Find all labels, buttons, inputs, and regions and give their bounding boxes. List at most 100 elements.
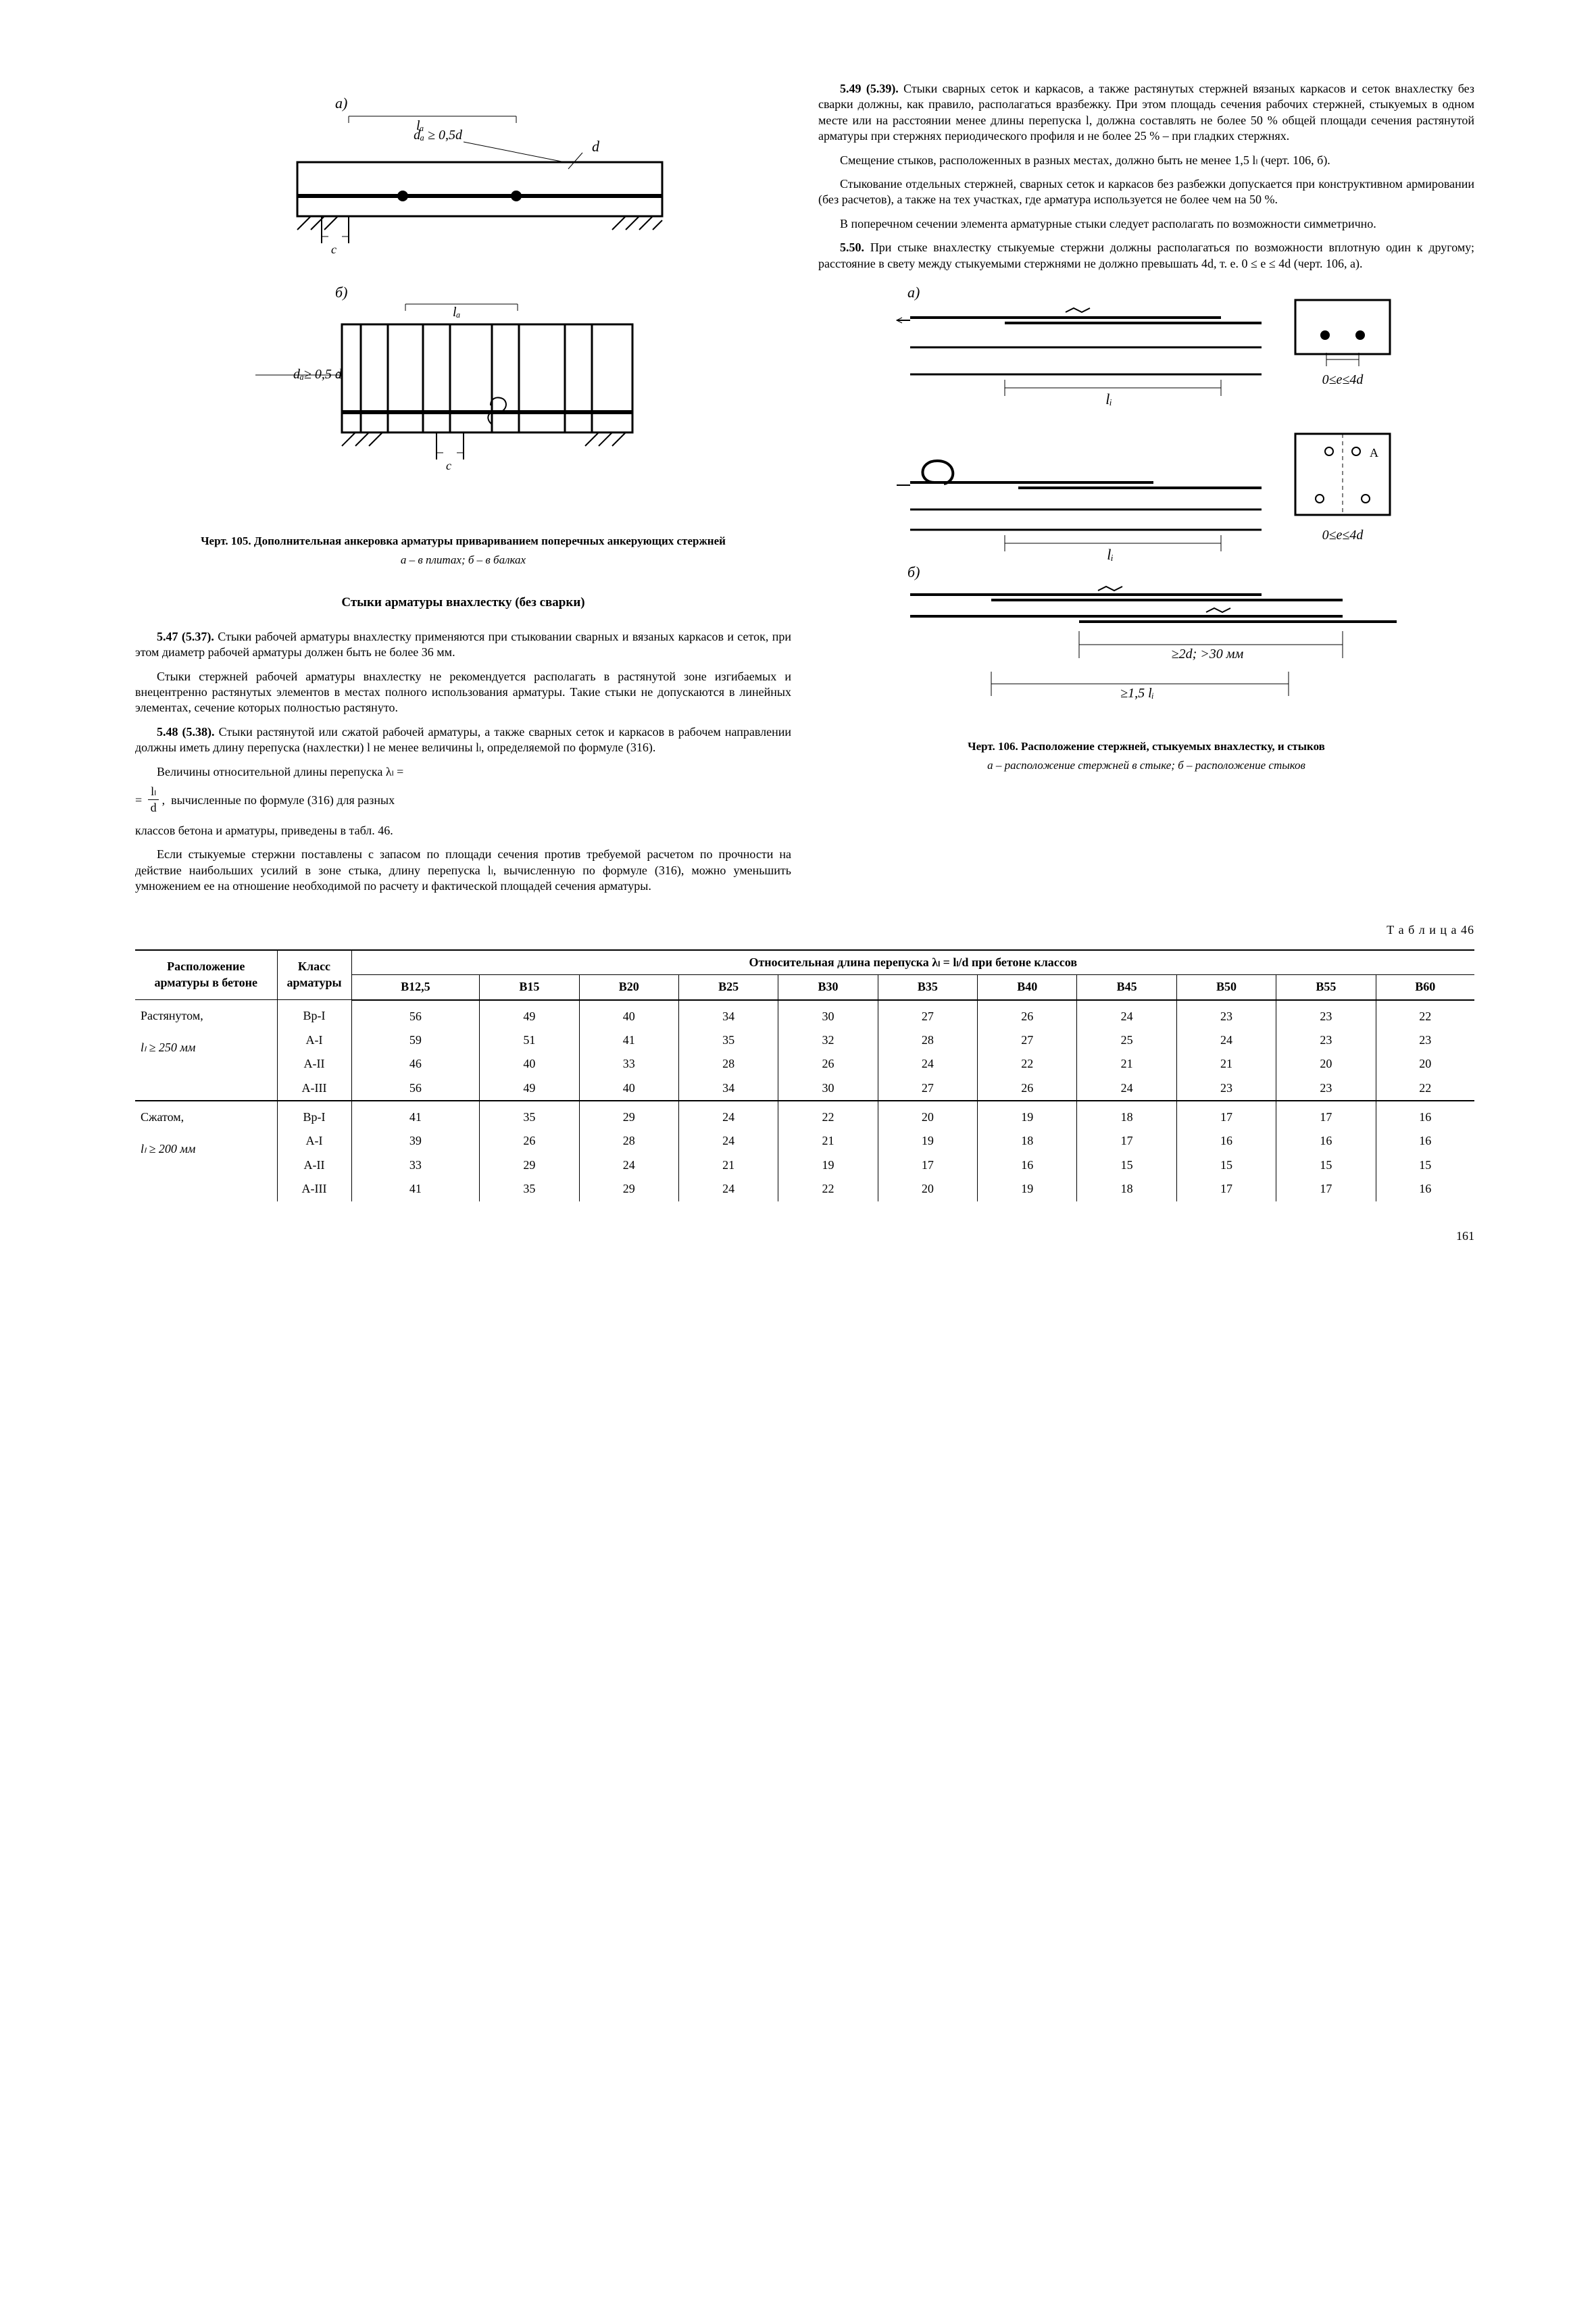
cell-value: 18: [1077, 1177, 1176, 1201]
cell-value: 23: [1176, 1000, 1276, 1028]
cell-value: 24: [878, 1052, 977, 1076]
page-number: 161: [135, 1228, 1474, 1244]
cell-value: 49: [480, 1000, 579, 1028]
cell-value: 25: [1077, 1028, 1176, 1052]
cell-value: 32: [778, 1028, 878, 1052]
cell-value: 20: [1276, 1052, 1376, 1076]
cell-value: 16: [1376, 1101, 1474, 1129]
cell-value: 22: [778, 1177, 878, 1201]
cell-value: 26: [978, 1000, 1077, 1028]
cell-armature-class: A-I: [277, 1129, 351, 1153]
cell-value: 16: [1376, 1177, 1474, 1201]
th-class-B25: B25: [678, 975, 778, 1000]
cell-value: 56: [351, 1000, 480, 1028]
th-class-B45: B45: [1077, 975, 1176, 1000]
svg-text:lₐ: lₐ: [453, 305, 461, 320]
cell-value: 33: [351, 1153, 480, 1177]
cell-armature-class: A-III: [277, 1177, 351, 1201]
table-46-label: Т а б л и ц а 46: [135, 922, 1474, 938]
para-5-48c: классов бетона и арматуры, приведены в т…: [135, 823, 791, 839]
cell-value: 19: [978, 1101, 1077, 1129]
para-5-49c: Стыкование отдельных стержней, сварных с…: [818, 176, 1474, 208]
cell-value: 28: [878, 1028, 977, 1052]
svg-text:≥1,5 lᵢ: ≥1,5 lᵢ: [1120, 686, 1154, 701]
svg-text:c: c: [331, 243, 336, 256]
cell-value: 16: [1176, 1129, 1276, 1153]
cell-value: 41: [579, 1028, 678, 1052]
table-46: Расположение арматуры в бетоне Класс арм…: [135, 949, 1474, 1201]
th-class-B15: B15: [480, 975, 579, 1000]
cell-value: 35: [480, 1177, 579, 1201]
cell-value: 41: [351, 1177, 480, 1201]
cell-value: 30: [778, 1000, 878, 1028]
cell-value: 22: [778, 1101, 878, 1129]
para-5-49a: 5.49 (5.39). Стыки сварных сеток и карка…: [818, 81, 1474, 145]
cell-value: 20: [878, 1177, 977, 1201]
svg-text:lᵢ: lᵢ: [1105, 391, 1112, 407]
cell-value: 21: [1176, 1052, 1276, 1076]
cell-value: 15: [1077, 1153, 1176, 1177]
cell-value: 23: [1176, 1076, 1276, 1101]
cell-value: 20: [878, 1101, 977, 1129]
cell-value: 23: [1276, 1000, 1376, 1028]
cell-value: 23: [1276, 1028, 1376, 1052]
para-5-48a: 5.48 (5.38). Стыки растянутой или сжатой…: [135, 724, 791, 756]
cell-value: 33: [579, 1052, 678, 1076]
cell-value: 27: [878, 1000, 977, 1028]
svg-text:c: c: [446, 459, 451, 472]
table-row: A-I5951413532282725242323: [135, 1028, 1474, 1052]
para-5-47b: Стыки стержней рабочей арматуры внахлест…: [135, 669, 791, 716]
cell-value: 29: [579, 1101, 678, 1129]
cell-value: 21: [678, 1153, 778, 1177]
fig105-subcaption: а – в плитах; б – в балках: [135, 553, 791, 568]
cell-value: 29: [480, 1153, 579, 1177]
cell-value: 46: [351, 1052, 480, 1076]
cell-value: 24: [678, 1101, 778, 1129]
cell-value: 20: [1376, 1052, 1474, 1076]
cell-armature-class: A-II: [277, 1153, 351, 1177]
cell-value: 35: [480, 1101, 579, 1129]
svg-text:dₐ ≥ 0,5d: dₐ ≥ 0,5d: [414, 128, 463, 143]
svg-text:dₐ≥ 0,5 d: dₐ≥ 0,5 d: [293, 367, 343, 382]
fig105-caption: Черт. 105. Дополнительная анкеровка арма…: [135, 534, 791, 549]
cell-value: 16: [1276, 1129, 1376, 1153]
cell-value: 22: [1376, 1076, 1474, 1101]
svg-text:d: d: [592, 138, 600, 155]
th-class-B50: B50: [1176, 975, 1276, 1000]
para-5-49b: Смещение стыков, расположенных в разных …: [818, 153, 1474, 168]
para-5-50: 5.50. При стыке внахлестку стыкуемые сте…: [818, 240, 1474, 272]
cell-value: 15: [1376, 1153, 1474, 1177]
table-row: A-II3329242119171615151515: [135, 1153, 1474, 1177]
svg-text:б): б): [907, 564, 920, 580]
cell-value: 21: [778, 1129, 878, 1153]
fig105-svg: а) lₐ dₐ ≥ 0,5d d: [254, 88, 673, 520]
formula-lambda: = lₗd, вычисленные по формуле (316) для …: [135, 785, 791, 818]
cell-value: 15: [1276, 1153, 1376, 1177]
cell-value: 56: [351, 1076, 480, 1101]
para-5-47: 5.47 (5.37). Стыки рабочей арматуры внах…: [135, 629, 791, 661]
cell-value: 17: [1276, 1177, 1376, 1201]
cell-value: 16: [1376, 1129, 1474, 1153]
table-row: A-III5649403430272624232322: [135, 1076, 1474, 1101]
cell-value: 27: [978, 1028, 1077, 1052]
th-class-B20: B20: [579, 975, 678, 1000]
svg-text:lᵢ: lᵢ: [1107, 546, 1114, 563]
svg-text:б): б): [335, 284, 347, 301]
fig106-svg: а) lᵢ 0≤e≤4d: [870, 280, 1424, 726]
cell-armature-class: Bp-I: [277, 1000, 351, 1028]
cell-value: 21: [1077, 1052, 1176, 1076]
cell-value: 27: [878, 1076, 977, 1101]
th-class-B55: B55: [1276, 975, 1376, 1000]
cell-value: 23: [1376, 1028, 1474, 1052]
figure-105: а) lₐ dₐ ≥ 0,5d d: [135, 88, 791, 568]
cell-value: 28: [579, 1129, 678, 1153]
cell-armature-class: A-III: [277, 1076, 351, 1101]
cell-value: 34: [678, 1000, 778, 1028]
cell-value: 30: [778, 1076, 878, 1101]
cell-value: 17: [1176, 1177, 1276, 1201]
cell-value: 15: [1176, 1153, 1276, 1177]
table-row: Растянутом,lₗ ≥ 250 ммBp-I56494034302726…: [135, 1000, 1474, 1028]
svg-text:а): а): [907, 284, 920, 301]
cell-value: 51: [480, 1028, 579, 1052]
svg-text:≥2d; >30 мм: ≥2d; >30 мм: [1171, 647, 1243, 662]
